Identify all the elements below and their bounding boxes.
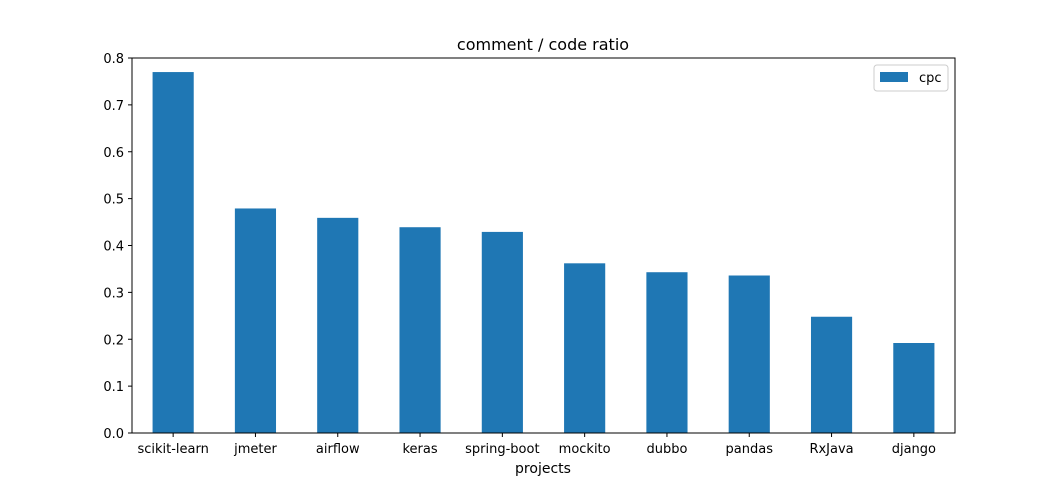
bar-scikit-learn <box>152 72 194 433</box>
bar-django <box>893 343 935 433</box>
x-axis-label: projects <box>515 461 571 477</box>
bar-airflow <box>317 217 359 433</box>
x-tick-label: scikit-learn <box>137 442 208 457</box>
legend-swatch <box>880 72 908 82</box>
y-tick-label: 0.0 <box>103 427 124 442</box>
y-tick-label: 0.8 <box>103 52 124 67</box>
y-axis: 0.0 0.1 0.2 0.3 0.4 0.5 0.6 0.7 0.8 <box>103 52 132 442</box>
x-tick-label: jmeter <box>233 442 277 457</box>
bar-jmeter <box>234 208 277 433</box>
y-tick-label: 0.6 <box>103 146 124 161</box>
bar-rxjava <box>810 316 853 433</box>
x-tick-label: RxJava <box>809 442 853 457</box>
x-tick-label: keras <box>402 442 437 457</box>
y-tick-label: 0.7 <box>103 99 124 114</box>
x-tick-label: spring-boot <box>465 442 539 457</box>
x-tick-label: dubbo <box>646 442 687 457</box>
bar-mockito <box>564 263 606 433</box>
legend-box <box>873 64 949 92</box>
y-tick-label: 0.2 <box>103 333 124 348</box>
x-tick-label: airflow <box>316 442 360 457</box>
y-tick-label: 0.1 <box>103 380 124 395</box>
x-tick-label: pandas <box>726 442 774 457</box>
x-tick-label: django <box>892 442 936 457</box>
x-tick-label: mockito <box>559 442 611 457</box>
legend-label: cpc <box>919 71 942 86</box>
chart-title: comment / code ratio <box>457 35 629 54</box>
bar-keras <box>399 227 441 433</box>
y-tick-label: 0.3 <box>103 286 124 301</box>
y-tick-label: 0.5 <box>103 193 124 208</box>
bar-dubbo <box>646 272 688 433</box>
bar-pandas <box>728 275 770 433</box>
legend: cpc <box>873 64 949 92</box>
y-tick-label: 0.4 <box>103 240 124 255</box>
bar-spring-boot <box>481 231 523 433</box>
bars-layer <box>152 72 935 433</box>
x-axis: scikit-learn jmeter airflow keras spring-boo… <box>137 433 936 457</box>
